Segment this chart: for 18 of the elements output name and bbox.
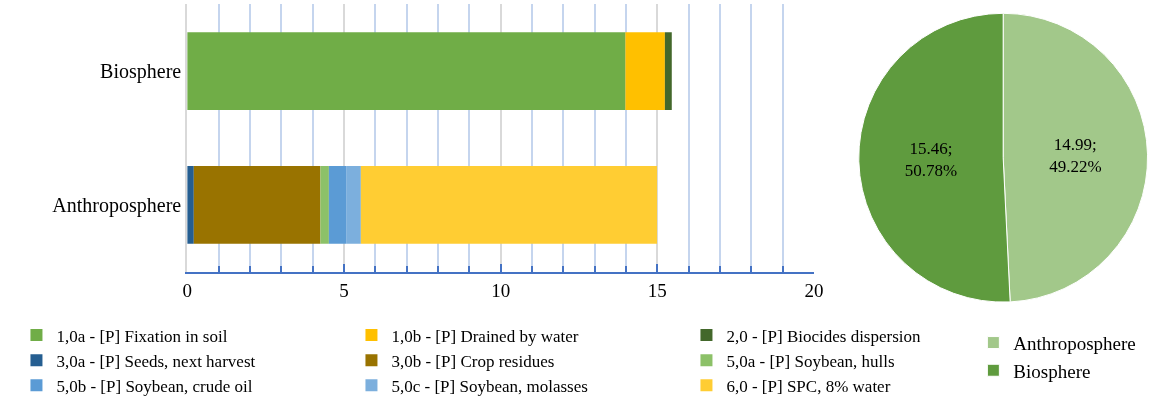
x-tick-label: 15 [647, 279, 667, 301]
legend-label: 3,0b - [P] Crop residues [391, 351, 555, 371]
x-tick-label: 20 [804, 279, 824, 301]
legend-label: 2,0 - [P] Biocides dispersion [726, 326, 922, 346]
data-label: 15.46; 50.78% [904, 138, 958, 180]
legend-label: 5,0b - [P] Soybean, crude oil [56, 376, 253, 396]
legend-label: Anthroposphere [1013, 332, 1136, 354]
x-tick-label: 10 [491, 279, 511, 301]
legend-label: 3,0a - [P] Seeds, next harvest [56, 351, 256, 371]
legend-label: 5,0a - [P] Soybean, hulls [726, 351, 895, 371]
x-tick-label: 5 [339, 279, 349, 301]
legend-label: Biosphere [1013, 360, 1091, 382]
legend-label: 1,0a - [P] Fixation in soil [56, 326, 228, 346]
legend-label: 6,0 - [P] SPC, 8% water [726, 376, 891, 396]
legend-label: 1,0b - [P] Drained by water [391, 326, 579, 346]
data-label: 14.99; 49.22% [1049, 135, 1102, 177]
x-tick-label: 0 [182, 279, 192, 301]
legend-label: 5,0c - [P] Soybean, molasses [391, 376, 588, 396]
